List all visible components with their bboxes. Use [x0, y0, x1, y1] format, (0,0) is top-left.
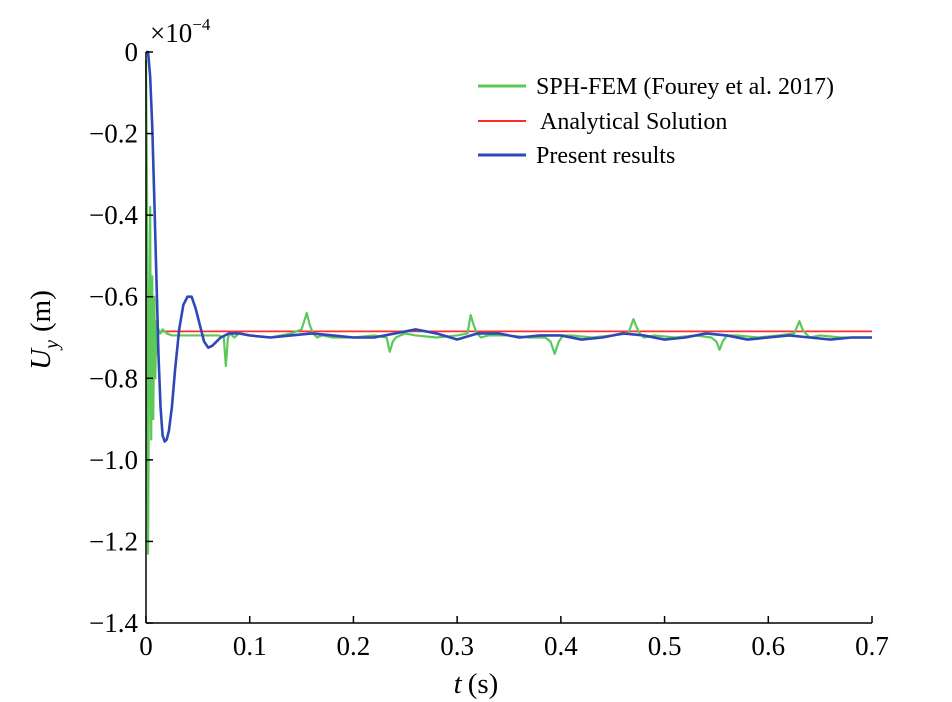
series-line-sph-fem — [144, 60, 872, 555]
y-tick-label: −1.2 — [89, 526, 138, 556]
y-tick-label: −0.6 — [89, 282, 138, 312]
y-tick-label: 0 — [125, 37, 139, 67]
y-axis-title: Uy(m) — [25, 290, 63, 370]
y-axis-multiplier: ×10−4 — [150, 15, 211, 48]
legend-label-analytical: Analytical Solution — [540, 109, 727, 135]
plot-area — [144, 50, 872, 555]
x-tick-label: 0.1 — [233, 631, 267, 661]
y-tick-label: −0.2 — [89, 119, 138, 149]
x-tick-label: 0.2 — [337, 631, 371, 661]
x-tick-label: 0.3 — [440, 631, 474, 661]
x-axis-title: t (s) — [454, 668, 499, 700]
legend: SPH-FEM (Fourey et al. 2017) Analytical … — [478, 74, 834, 169]
x-axis-ticks: 0 0.1 0.2 0.3 0.4 0.5 0.6 0.7 — [139, 616, 889, 661]
y-tick-label: −0.4 — [89, 200, 138, 230]
axes — [145, 52, 872, 624]
y-tick-label: −1.4 — [89, 608, 138, 638]
y-tick-label: −1.0 — [89, 445, 138, 475]
legend-label-present: Present results — [536, 143, 675, 169]
y-axis-ticks: 0 −0.2 −0.4 −0.6 −0.8 −1.0 −1.2 −1.4 — [89, 37, 153, 638]
x-tick-label: 0.5 — [648, 631, 682, 661]
y-tick-label: −0.8 — [89, 363, 138, 393]
x-tick-label: 0 — [139, 631, 153, 661]
legend-label-sph-fem: SPH-FEM (Fourey et al. 2017) — [536, 74, 834, 100]
series-line-present — [146, 50, 872, 443]
x-tick-label: 0.6 — [751, 631, 785, 661]
x-tick-label: 0.7 — [855, 631, 889, 661]
x-tick-label: 0.4 — [544, 631, 578, 661]
